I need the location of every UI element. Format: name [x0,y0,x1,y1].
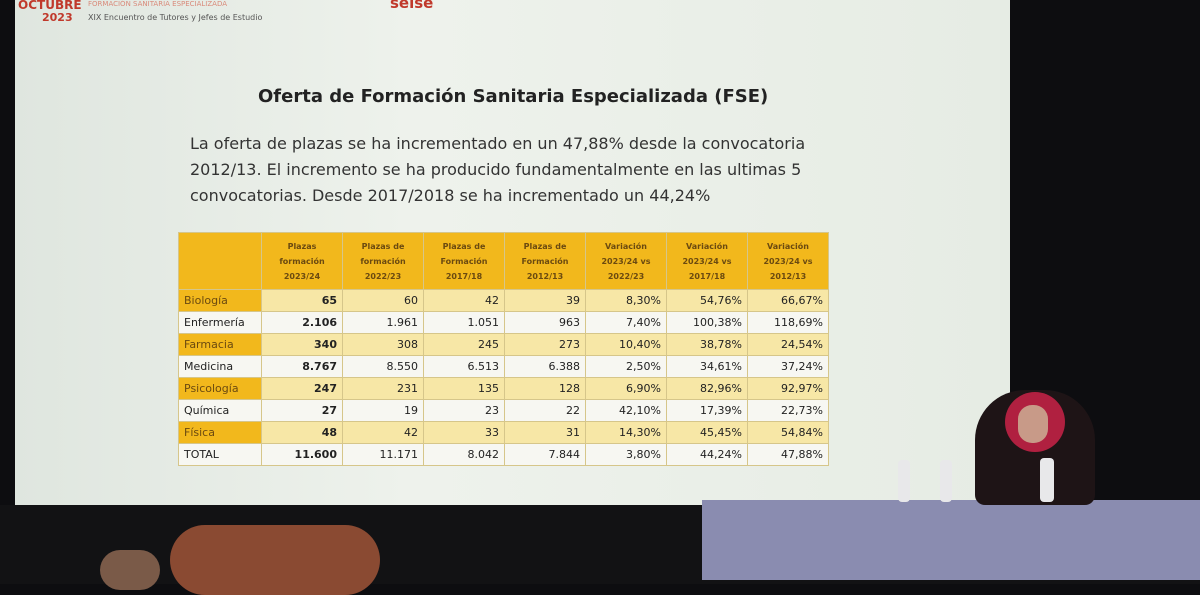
cell: 2.106 [261,311,343,334]
row-label: Física [178,421,262,444]
cell: 60 [342,289,424,312]
row-label: Química [178,399,262,422]
cell: 273 [504,333,586,356]
cell: 3,80% [585,443,667,466]
column-header: Variación 2023/24 vs 2012/13 [747,232,829,290]
cell: 11.171 [342,443,424,466]
cell: 17,39% [666,399,748,422]
cell: 8.550 [342,355,424,378]
cell: 31 [504,421,586,444]
cell: 23 [423,399,505,422]
cell: 19 [342,399,424,422]
cell: 1.961 [342,311,424,334]
event-subtitle: XIX Encuentro de Tutores y Jefes de Estu… [88,13,263,22]
cell: 6.513 [423,355,505,378]
cell: 27 [261,399,343,422]
data-table: Plazas formación 2023/24 Plazas de formac… [178,232,829,466]
audience-head [170,525,380,595]
row-label: Enfermería [178,311,262,334]
row-label: TOTAL [178,443,262,466]
table-row: Farmacia 340 308 245 273 10,40% 38,78% 24,54% [178,333,829,356]
row-label: Farmacia [178,333,262,356]
bottle [1040,458,1054,502]
cell: 128 [504,377,586,400]
cell: 8,30% [585,289,667,312]
cell: 42 [342,421,424,444]
row-label: Medicina [178,355,262,378]
cell: 38,78% [666,333,748,356]
cell: 1.051 [423,311,505,334]
cell: 247 [261,377,343,400]
cell: 14,30% [585,421,667,444]
cell: 24,54% [747,333,829,356]
cell: 7,40% [585,311,667,334]
column-header: Plazas de formación 2022/23 [342,232,424,290]
cell: 34,61% [666,355,748,378]
cell: 10,40% [585,333,667,356]
event-month: OCTUBRE [18,0,82,12]
audience-head [100,550,160,590]
cell: 135 [423,377,505,400]
slide-title: Oferta de Formación Sanitaria Especializ… [258,86,769,107]
slide-text: La oferta de plazas se ha incrementado e… [190,134,806,205]
row-label: Psicología [178,377,262,400]
table-cloth [702,500,1200,580]
cell: 37,24% [747,355,829,378]
table-row: Química 27 19 23 22 42,10% 17,39% 22,73% [178,399,829,422]
cell: 245 [423,333,505,356]
bottle [898,460,910,502]
cell: 65 [261,289,343,312]
cell: 33 [423,421,505,444]
cell: 6,90% [585,377,667,400]
cell: 48 [261,421,343,444]
table-row: Psicología 247 231 135 128 6,90% 82,96% 92,97% [178,377,829,400]
table-row: Medicina 8.767 8.550 6.513 6.388 2,50% 34,61% 3… [178,355,829,378]
cell: 8.042 [423,443,505,466]
logo: seise [390,0,434,12]
column-header: Plazas formación 2023/24 [261,232,343,290]
cell: 44,24% [666,443,748,466]
cell: 42 [423,289,505,312]
presenter-face [1018,405,1048,443]
cell: 22,73% [747,399,829,422]
event-year: 2023 [42,11,73,24]
cell: 66,67% [747,289,829,312]
column-header: Variación 2023/24 vs 2022/23 [585,232,667,290]
event-name: FORMACIÓN SANITARIA ESPECIALIZADA [88,0,228,8]
table-row: Biología 65 60 42 39 8,30% 54,76% 66,67% [178,289,829,312]
cell: 11.600 [261,443,343,466]
cell: 39 [504,289,586,312]
corner-cell [178,232,262,290]
table-row: Física 48 42 33 31 14,30% 45,45% 54,84% [178,421,829,444]
cell: 47,88% [747,443,829,466]
cell: 963 [504,311,586,334]
cell: 231 [342,377,424,400]
bottle [940,460,952,502]
cell: 92,97% [747,377,829,400]
table-row: TOTAL 11.600 11.171 8.042 7.844 3,80% 44,24% 47… [178,443,829,466]
cell: 340 [261,333,343,356]
cell: 82,96% [666,377,748,400]
column-header: Plazas de Formación 2012/13 [504,232,586,290]
table-row: Enfermería 2.106 1.961 1.051 963 7,40% 100,38%… [178,311,829,334]
cell: 54,76% [666,289,748,312]
cell: 8.767 [261,355,343,378]
cell: 100,38% [666,311,748,334]
cell: 22 [504,399,586,422]
column-header: Plazas de Formación 2017/18 [423,232,505,290]
cell: 7.844 [504,443,586,466]
cell: 118,69% [747,311,829,334]
row-label: Biología [178,289,262,312]
cell: 45,45% [666,421,748,444]
cell: 2,50% [585,355,667,378]
cell: 308 [342,333,424,356]
cell: 6.388 [504,355,586,378]
cell: 54,84% [747,421,829,444]
column-header: Variación 2023/24 vs 2017/18 [666,232,748,290]
cell: 42,10% [585,399,667,422]
